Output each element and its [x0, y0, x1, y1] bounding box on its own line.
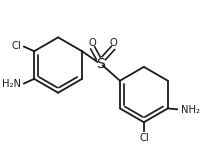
- Text: Cl: Cl: [138, 133, 148, 143]
- Text: Cl: Cl: [11, 41, 21, 51]
- Text: S: S: [96, 57, 105, 71]
- Text: O: O: [88, 38, 96, 48]
- Text: H₂N: H₂N: [2, 79, 21, 89]
- Text: O: O: [109, 38, 116, 48]
- Text: NH₂: NH₂: [180, 105, 199, 115]
